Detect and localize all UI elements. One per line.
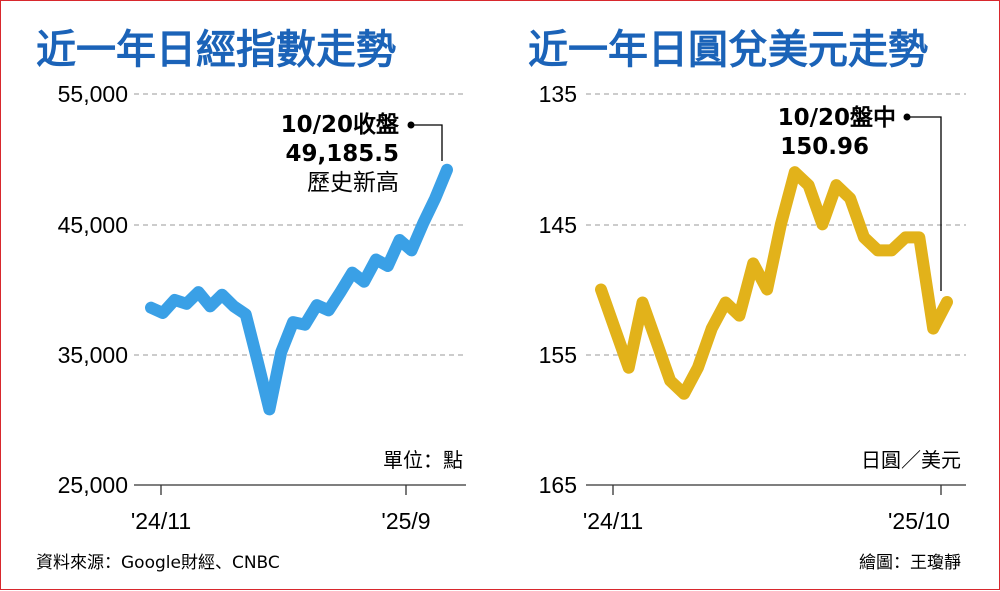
yen-annotation-leader [907, 116, 942, 291]
nikkei-chart-title: 近一年日經指數走勢 [36, 27, 396, 73]
nikkei-data-point [240, 309, 251, 320]
nikkei-unit-label: 單位：點 [383, 448, 463, 472]
yen-x-label-1: '25/10 [888, 508, 950, 534]
yen-data-point [900, 232, 911, 243]
yen-data-point [748, 258, 759, 269]
yen-data-point [609, 323, 620, 334]
nikkei-data-point [335, 287, 346, 298]
nikkei-data-point [394, 235, 405, 245]
nikkei-data-point [217, 289, 227, 300]
yen-data-point [872, 245, 883, 256]
nikkei-y-tick-0: 55,000 [58, 81, 128, 107]
yen-data-point [831, 180, 842, 191]
yen-data-point [623, 362, 634, 373]
yen-data-point [720, 297, 731, 308]
nikkei-y-tick-1: 45,000 [58, 212, 128, 238]
yen-data-point [762, 284, 773, 295]
yen-data-point [817, 219, 828, 230]
yen-data-point [928, 323, 939, 334]
yen-data-point [803, 180, 814, 191]
nikkei-data-point [193, 287, 204, 298]
yen-series-line [595, 166, 953, 400]
nikkei-data-points [146, 164, 452, 415]
nikkei-data-point [157, 308, 168, 318]
yen-y-tick-0: 135 [539, 81, 577, 107]
nikkei-y-tick-3: 25,000 [58, 472, 128, 498]
nikkei-annotation-leader [411, 124, 443, 161]
yen-data-point [789, 167, 800, 178]
nikkei-data-point [181, 298, 192, 309]
yen-data-point [775, 219, 786, 230]
nikkei-data-point [311, 300, 322, 311]
yen-data-point [596, 284, 606, 295]
nikkei-data-point [288, 317, 299, 328]
yen-y-tick-2: 155 [539, 342, 577, 368]
yen-data-point [886, 245, 897, 256]
nikkei-data-point [276, 347, 287, 358]
yen-data-point [942, 297, 952, 307]
yen-data-point [679, 388, 689, 399]
nikkei-annotation-note: 歷史新高 [307, 170, 399, 196]
nikkei-data-point [347, 267, 358, 278]
nikkei-data-point [205, 301, 216, 312]
source-credit: 資料來源：Google財經、CNBC [36, 553, 280, 573]
nikkei-data-point [228, 301, 239, 312]
nikkei-data-point [252, 356, 263, 367]
yen-chart-title: 近一年日圓兌美元走勢 [528, 27, 928, 73]
nikkei-data-point [406, 245, 417, 256]
yen-y-tick-1: 145 [539, 212, 577, 238]
yen-annotation-date: 10/20盤中 [778, 104, 896, 131]
nikkei-data-point [264, 404, 275, 415]
yen-data-point [734, 310, 745, 321]
yen-x-label-0: '24/11 [583, 508, 643, 534]
nikkei-data-point [442, 164, 452, 175]
yen-data-point [914, 232, 925, 243]
nikkei-data-point [371, 254, 381, 265]
nikkei-data-point [418, 218, 429, 228]
yen-data-point [859, 232, 869, 243]
nikkei-annotation-date: 10/20收盤 [281, 111, 400, 138]
yen-data-point [651, 336, 662, 347]
yen-data-point [665, 375, 676, 386]
nikkei-x-label-1: '25/9 [381, 508, 430, 534]
yen-y-tick-3: 165 [539, 472, 577, 498]
yen-chart: 近一年日圓兌美元走勢 135 145 155 165 '24/11 '25/10… [528, 27, 966, 534]
nikkei-y-tick-2: 35,000 [58, 342, 128, 368]
nikkei-data-point [323, 305, 334, 316]
author-credit: 繪圖：王瓊靜 [859, 553, 961, 573]
yen-data-point [706, 323, 717, 334]
nikkei-data-point [299, 319, 310, 330]
yen-data-point [637, 297, 648, 308]
yen-unit-label: 日圓／美元 [861, 448, 961, 472]
nikkei-data-point [169, 294, 180, 305]
yen-data-point [692, 362, 703, 373]
nikkei-chart: 近一年日經指數走勢 55,000 45,000 35,000 25,000 '2… [36, 27, 466, 534]
yen-annotation-value: 150.96 [780, 134, 869, 160]
nikkei-data-point [146, 302, 156, 313]
nikkei-x-label-0: '24/11 [131, 508, 191, 534]
nikkei-data-point [359, 276, 370, 287]
nikkei-data-point [382, 261, 393, 271]
yen-data-points [596, 167, 952, 399]
nikkei-data-point [430, 193, 441, 204]
yen-data-point [845, 193, 856, 204]
nikkei-annotation-value: 49,185.5 [286, 141, 400, 167]
